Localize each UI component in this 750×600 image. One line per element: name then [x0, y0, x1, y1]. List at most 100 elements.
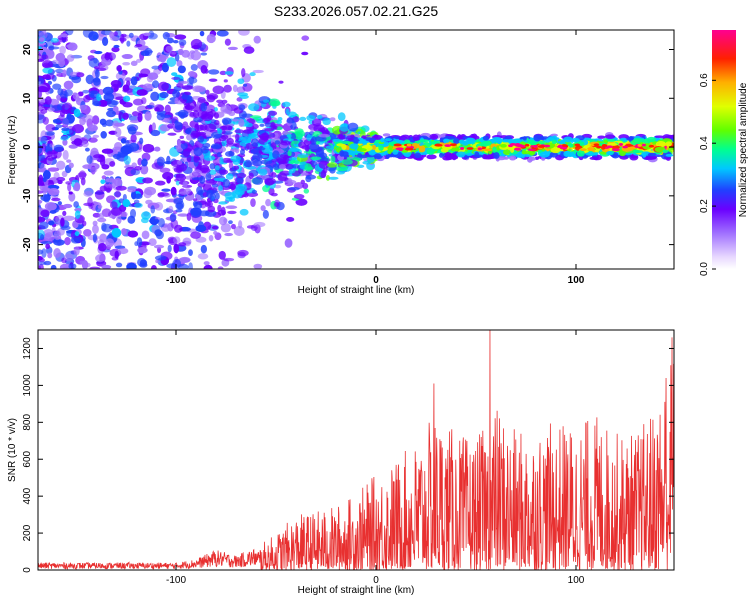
spectrogram-cell [648, 155, 658, 160]
spectrogram-cell [199, 30, 205, 37]
snr-xtick-label: 100 [568, 575, 585, 586]
spectrogram-cell [166, 155, 171, 165]
spectrogram-cell [188, 249, 193, 257]
spectrogram-cell [628, 136, 633, 140]
spectrogram-cell [154, 107, 160, 112]
spectrogram-cell [42, 67, 53, 74]
spectrogram-cell [215, 192, 220, 200]
spectrogram-cell [138, 73, 149, 78]
spectrogram-cell [224, 232, 233, 237]
spectrogram-cell [203, 261, 210, 266]
spectrogram-cell [178, 242, 187, 247]
spectrogram-cell [230, 223, 236, 230]
spectrogram-cell [82, 89, 90, 94]
spectrogram-cell [270, 100, 281, 107]
spectrogram-cell [43, 228, 54, 238]
spectrogram-cell [227, 46, 238, 51]
spectrogram-cell [284, 163, 294, 170]
spectrogram-cell [113, 142, 123, 151]
spectrogram-cell [86, 155, 93, 165]
spectrogram-ytick-label: 20 [22, 44, 33, 56]
spectrogram-peak-cell [395, 147, 404, 151]
spectrogram-cell [47, 157, 55, 161]
spectrogram-cell [52, 118, 61, 123]
spectrogram-cell [92, 115, 100, 125]
spectrogram-ytick-label: 10 [22, 92, 33, 104]
spectrogram-cell [243, 46, 255, 54]
spectrogram-cell [318, 133, 331, 138]
spectrogram-cell [236, 176, 244, 184]
spectrogram-cell [84, 147, 90, 152]
spectrogram-cell [222, 178, 231, 188]
spectrogram-cell [329, 117, 336, 122]
spectrogram-cell [200, 102, 207, 112]
spectrogram-cell [233, 226, 245, 237]
spectrogram-cell [264, 178, 275, 186]
spectrogram-cell [120, 33, 125, 44]
spectrogram-cell [130, 208, 137, 219]
spectrogram-cell [57, 180, 63, 185]
spectrogram-cell [276, 119, 282, 125]
spectrogram-cell [181, 85, 194, 91]
spectrogram-cell [38, 37, 45, 42]
spectrogram-cell [225, 173, 234, 180]
spectrogram-cell [192, 198, 198, 202]
spectrogram-cell [225, 197, 233, 202]
spectrogram-xtick-label: 0 [373, 275, 379, 286]
spectrogram-cell [179, 256, 191, 263]
spectrogram-cell [81, 114, 94, 123]
spectrogram-cell [177, 213, 189, 217]
spectrogram-cell [412, 134, 420, 141]
spectrogram-cell [253, 35, 261, 44]
spectrogram-cell [336, 170, 345, 175]
spectrogram-cell [208, 69, 220, 75]
spectrogram-peak-cell [637, 144, 642, 147]
spectrogram-cell [241, 68, 246, 78]
spectrogram-cell [611, 144, 620, 150]
spectrogram-cell [55, 52, 66, 62]
spectrogram-cell [60, 225, 71, 231]
spectrogram-cell [197, 96, 206, 104]
spectrogram-cell [130, 134, 137, 143]
spectrogram-cell [239, 148, 246, 155]
spectrogram-cell [44, 202, 57, 211]
spectrogram-cell [200, 65, 208, 74]
spectrogram-cell [109, 31, 115, 39]
spectrogram-cell [531, 141, 536, 145]
spectrogram-cell [151, 264, 157, 269]
spectrogram-cell [40, 241, 53, 245]
spectrogram-cell [252, 69, 264, 74]
spectrogram-cell [244, 122, 253, 128]
spectrogram-cell [139, 262, 148, 268]
spectrogram-cell [106, 187, 111, 193]
spectrogram-cell [291, 163, 300, 169]
spectrogram-cell [54, 68, 64, 74]
spectrogram-cell [83, 94, 91, 103]
spectrogram-cell [159, 167, 171, 173]
spectrogram-cell [300, 179, 306, 185]
spectrogram-cell [71, 75, 82, 84]
spectrogram-cell [45, 243, 51, 250]
spectrogram-cell [38, 154, 45, 162]
spectrogram-cell [171, 72, 178, 77]
spectrogram-cell [232, 84, 238, 93]
spectrogram-cell [74, 182, 81, 192]
snr-ytick-label: 400 [22, 487, 33, 504]
spectrogram-cell [110, 79, 122, 88]
spectrogram-cell [172, 40, 179, 44]
spectrogram-cell [280, 140, 291, 146]
spectrogram-cell [38, 77, 45, 85]
spectrogram-cell [551, 139, 558, 145]
spectrogram-peak-cell [558, 144, 563, 148]
spectrogram-cell [174, 121, 183, 131]
spectrogram-cell [193, 117, 203, 123]
spectrogram-cell [105, 238, 115, 248]
spectrogram-cell [97, 88, 104, 96]
spectrogram-cell [157, 192, 165, 198]
spectrogram-cell [341, 159, 353, 165]
spectrogram-cell [259, 123, 265, 127]
spectrogram-cell [224, 71, 234, 75]
spectrogram-cell [42, 116, 49, 125]
